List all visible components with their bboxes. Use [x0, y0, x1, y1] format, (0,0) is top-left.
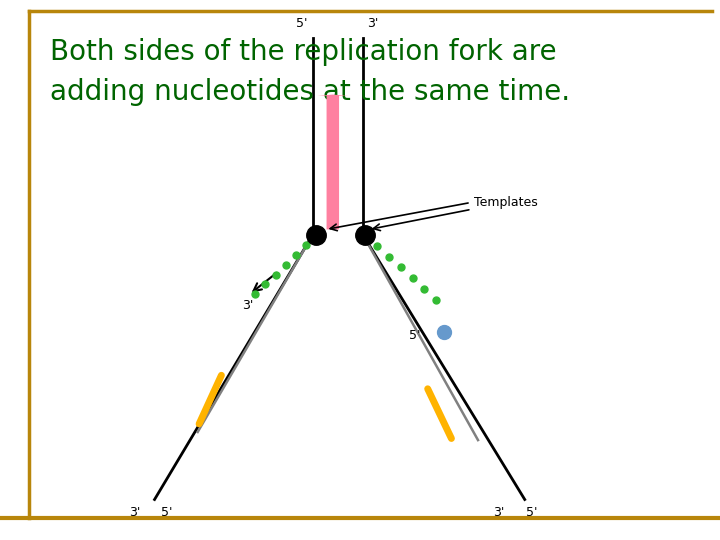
Text: 3': 3' [493, 507, 505, 519]
Text: 3': 3' [129, 507, 140, 519]
Text: 5': 5' [161, 507, 173, 519]
Text: Both sides of the replication fork are: Both sides of the replication fork are [50, 38, 557, 66]
Text: adding nucleotides at the same time.: adding nucleotides at the same time. [50, 78, 570, 106]
Text: Templates: Templates [373, 196, 538, 231]
Text: 5': 5' [296, 17, 307, 30]
Text: 3': 3' [366, 17, 378, 30]
Text: 5': 5' [526, 507, 538, 519]
Text: 3': 3' [243, 299, 253, 312]
Text: 5': 5' [409, 329, 420, 342]
